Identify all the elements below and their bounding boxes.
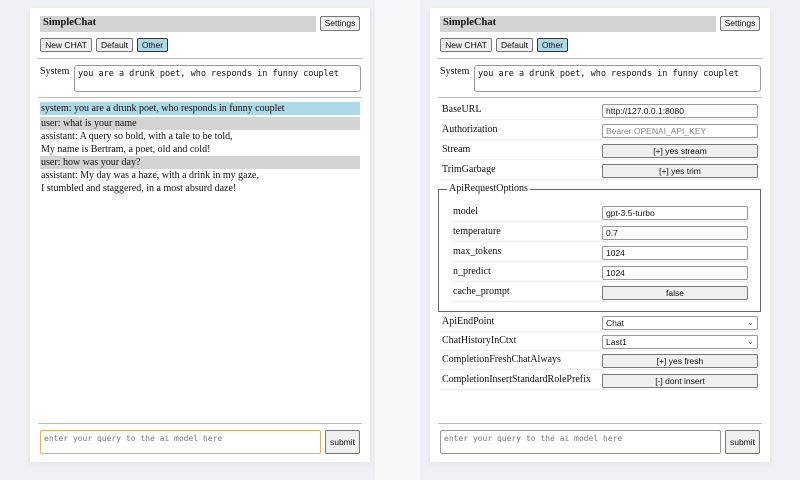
- setting-trim: TrimGarbage [+] yes trim: [440, 162, 760, 180]
- fresh-chat-toggle[interactable]: [+] yes fresh: [602, 354, 758, 368]
- settings-panel: SimpleChat Settings New CHAT Default Oth…: [430, 8, 770, 462]
- option-model: model gpt-3.5-turbo: [451, 204, 749, 222]
- n-predict-label: n_predict: [453, 266, 491, 277]
- option-max-tokens: max_tokens 1024: [451, 244, 749, 262]
- authorization-input[interactable]: Bearer OPENAI_API_KEY: [602, 124, 758, 138]
- chevron-down-icon: ⌄: [747, 337, 754, 346]
- divider: [438, 97, 762, 98]
- message-line: My name is Bertram, a poet, old and cold…: [41, 144, 211, 155]
- system-prompt-input[interactable]: you are a drunk poet, who responds in fu…: [74, 65, 361, 92]
- chat-message-assistant: assistant: A query so bold, with a tale …: [40, 130, 360, 156]
- option-temperature: temperature 0.7: [451, 224, 749, 242]
- chat-panel: SimpleChat Settings New CHAT Default Oth…: [30, 8, 370, 462]
- message-line: user: how was your day?: [41, 157, 141, 168]
- stream-toggle[interactable]: [+] yes stream: [602, 144, 758, 158]
- setting-stream: Stream [+] yes stream: [440, 142, 760, 160]
- divider: [438, 58, 762, 59]
- default-button[interactable]: Default: [496, 38, 533, 52]
- temperature-label: temperature: [453, 226, 501, 237]
- divider: [38, 97, 362, 98]
- api-endpoint-value: Chat: [606, 318, 624, 328]
- setting-chat-history: ChatHistoryInCtxt Last1 ⌄: [440, 333, 760, 351]
- option-cache-prompt: cache_prompt false: [451, 284, 749, 302]
- setting-base-url: BaseURL http://127.0.0.1:8080: [440, 102, 760, 120]
- setting-role-prefix: CompletionInsertStandardRolePrefix [-] do…: [440, 372, 760, 390]
- chat-message-user: user: what is your name: [40, 117, 360, 130]
- chat-history-select[interactable]: Last1 ⌄: [602, 335, 758, 349]
- message-line: user: what is your name: [41, 118, 137, 129]
- authorization-label: Authorization: [442, 124, 498, 135]
- divider: [438, 423, 762, 424]
- system-prompt-input[interactable]: you are a drunk poet, who responds in fu…: [474, 65, 761, 92]
- setting-fresh-chat: CompletionFreshChatAlways [+] yes fresh: [440, 352, 760, 370]
- trim-toggle[interactable]: [+] yes trim: [602, 164, 758, 178]
- settings-button[interactable]: Settings: [720, 16, 760, 31]
- chat-history-label: ChatHistoryInCtxt: [442, 335, 517, 346]
- default-button[interactable]: Default: [96, 38, 133, 52]
- model-label: model: [453, 206, 478, 217]
- base-url-input[interactable]: http://127.0.0.1:8080: [602, 104, 758, 118]
- other-button[interactable]: Other: [137, 38, 168, 52]
- chat-message-assistant: assistant: My day was a haze, with a dri…: [40, 169, 360, 195]
- cache-prompt-label: cache_prompt: [453, 286, 510, 297]
- chat-history-value: Last1: [606, 337, 627, 347]
- n-predict-input[interactable]: 1024: [602, 266, 748, 280]
- max-tokens-input[interactable]: 1024: [602, 246, 748, 260]
- trim-label: TrimGarbage: [442, 164, 496, 175]
- setting-api-endpoint: ApiEndPoint Chat ⌄: [440, 314, 760, 332]
- chat-message-user: user: how was your day?: [40, 156, 360, 169]
- system-label: System: [440, 66, 470, 77]
- chat-message-system: system: you are a drunk poet, who respon…: [40, 102, 360, 115]
- message-line: assistant: A query so bold, with a tale …: [41, 131, 233, 142]
- option-n-predict: n_predict 1024: [451, 264, 749, 282]
- new-chat-button[interactable]: New CHAT: [40, 38, 92, 52]
- settings-button[interactable]: Settings: [320, 16, 360, 31]
- query-input[interactable]: enter your query to the ai model here: [440, 430, 721, 454]
- api-request-options-fieldset: ApiRequestOptions model gpt-3.5-turbo tem…: [438, 183, 761, 312]
- model-input[interactable]: gpt-3.5-turbo: [602, 206, 748, 220]
- app-title: SimpleChat: [40, 16, 316, 32]
- role-prefix-toggle[interactable]: [-] dont insert: [602, 374, 758, 388]
- setting-authorization: Authorization Bearer OPENAI_API_KEY: [440, 122, 760, 140]
- other-button[interactable]: Other: [537, 38, 568, 52]
- message-line: assistant: My day was a haze, with a dri…: [41, 170, 259, 181]
- divider: [38, 58, 362, 59]
- max-tokens-label: max_tokens: [453, 246, 502, 257]
- cache-prompt-toggle[interactable]: false: [602, 286, 748, 300]
- new-chat-button[interactable]: New CHAT: [440, 38, 492, 52]
- system-label: System: [40, 66, 70, 77]
- fieldset-legend: ApiRequestOptions: [447, 183, 530, 194]
- message-line: system: you are a drunk poet, who respon…: [41, 103, 285, 114]
- query-input[interactable]: enter your query to the ai model here: [40, 430, 321, 454]
- base-url-label: BaseURL: [442, 104, 482, 115]
- api-endpoint-label: ApiEndPoint: [442, 316, 495, 327]
- submit-button[interactable]: submit: [725, 430, 760, 454]
- message-line: I stumbled and staggered, in a most absu…: [41, 183, 237, 194]
- submit-button[interactable]: submit: [325, 430, 360, 454]
- stream-label: Stream: [442, 144, 471, 155]
- panel-gap: [375, 0, 420, 480]
- fresh-chat-label: CompletionFreshChatAlways: [442, 354, 561, 365]
- temperature-input[interactable]: 0.7: [602, 226, 748, 240]
- api-endpoint-select[interactable]: Chat ⌄: [602, 316, 758, 330]
- role-prefix-label: CompletionInsertStandardRolePrefix: [442, 374, 591, 385]
- chevron-down-icon: ⌄: [747, 318, 754, 327]
- app-title: SimpleChat: [440, 16, 716, 32]
- divider: [38, 423, 362, 424]
